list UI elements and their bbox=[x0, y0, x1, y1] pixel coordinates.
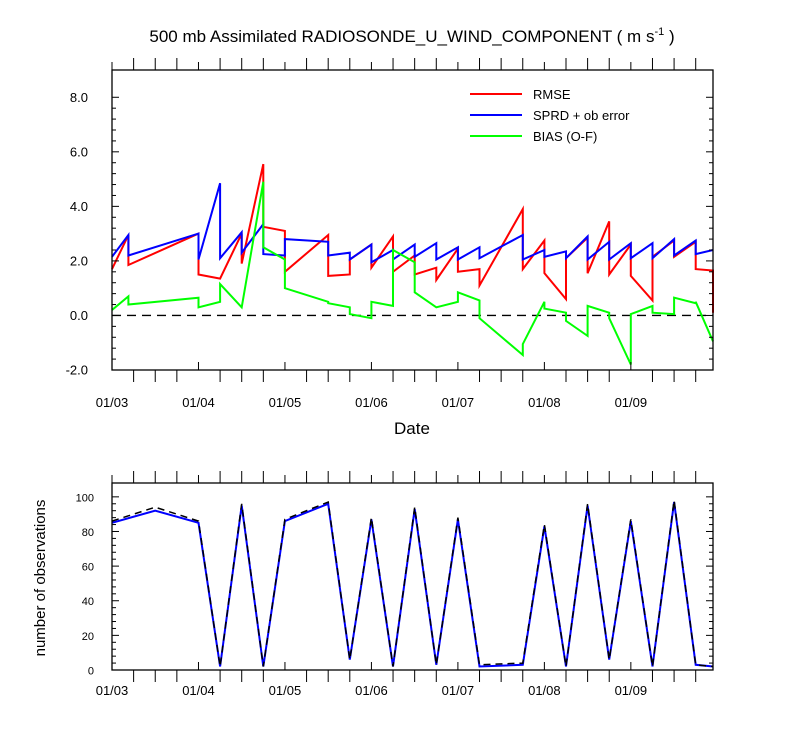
top-plot-series-group bbox=[111, 163, 714, 365]
top-x-tick-label: 01/03 bbox=[96, 395, 129, 410]
top-plot-frame bbox=[111, 69, 714, 371]
top-y-tick-label: 0.0 bbox=[70, 308, 88, 323]
top-y-tick-label: 8.0 bbox=[70, 90, 88, 105]
bottom-x-tick-label: 01/08 bbox=[528, 683, 561, 698]
bottom-x-tick-label: 01/04 bbox=[182, 683, 215, 698]
top-series-line-2 bbox=[111, 181, 714, 365]
legend-entry-1: SPRD + ob error bbox=[533, 108, 630, 123]
bottom-y-axis-label: number of observations bbox=[32, 500, 49, 657]
top-y-tick-label: -2.0 bbox=[66, 363, 88, 378]
top-y-tick-label: 4.0 bbox=[70, 199, 88, 214]
bottom-plot-frame bbox=[111, 482, 714, 671]
title-end: ) bbox=[664, 27, 674, 46]
bottom-series-line-0 bbox=[111, 501, 714, 668]
x-axis-label: Date bbox=[394, 419, 430, 438]
bottom-y-tick-label: 80 bbox=[82, 527, 94, 539]
bottom-x-tick-label: 01/05 bbox=[269, 683, 302, 698]
top-x-tick-label: 01/09 bbox=[615, 395, 648, 410]
bottom-plot-series-group bbox=[111, 500, 714, 668]
top-x-tick-label: 01/04 bbox=[182, 395, 215, 410]
bottom-y-tick-label: 40 bbox=[82, 596, 94, 608]
legend-entry-0: RMSE bbox=[533, 87, 571, 102]
legend-entry-2: BIAS (O-F) bbox=[533, 129, 597, 144]
bottom-x-tick-label: 01/09 bbox=[615, 683, 648, 698]
top-x-tick-label: 01/08 bbox=[528, 395, 561, 410]
bottom-series-line-1 bbox=[111, 500, 714, 668]
top-plot-axes: -2.0 0.0 2.0 4.0 6.0 8.0 01/03 01/04 01/05 01/06 0… bbox=[66, 58, 714, 410]
bottom-y-tick-label: 0 bbox=[88, 666, 94, 678]
top-x-tick-label: 01/06 bbox=[355, 395, 388, 410]
top-x-tick-label: 01/07 bbox=[442, 395, 475, 410]
bottom-y-tick-label: 100 bbox=[76, 492, 94, 504]
top-y-tick-label: 6.0 bbox=[70, 144, 88, 159]
bottom-y-tick-label: 20 bbox=[82, 631, 94, 643]
top-series-line-0 bbox=[111, 163, 714, 313]
top-series-line-1 bbox=[111, 182, 714, 265]
chart-title: 500 mb Assimilated RADIOSONDE_U_WIND_COM… bbox=[149, 26, 674, 46]
title-superscript: -1 bbox=[654, 26, 664, 38]
bottom-x-tick-label: 01/03 bbox=[96, 683, 129, 698]
bottom-x-tick-label: 01/06 bbox=[355, 683, 388, 698]
title-main: 500 mb Assimilated RADIOSONDE_U_WIND_COM… bbox=[149, 27, 654, 46]
top-x-tick-label: 01/05 bbox=[269, 395, 302, 410]
bottom-plot-axes: 0 20 40 60 80 100 01/03 01/04 01/05 01/06 01/07 01/… bbox=[76, 471, 714, 698]
bottom-x-tick-label: 01/07 bbox=[442, 683, 475, 698]
top-plot-legend: RMSE SPRD + ob error BIAS (O-F) bbox=[470, 87, 630, 144]
bottom-y-tick-label: 60 bbox=[82, 562, 94, 574]
top-y-tick-label: 2.0 bbox=[70, 253, 88, 268]
